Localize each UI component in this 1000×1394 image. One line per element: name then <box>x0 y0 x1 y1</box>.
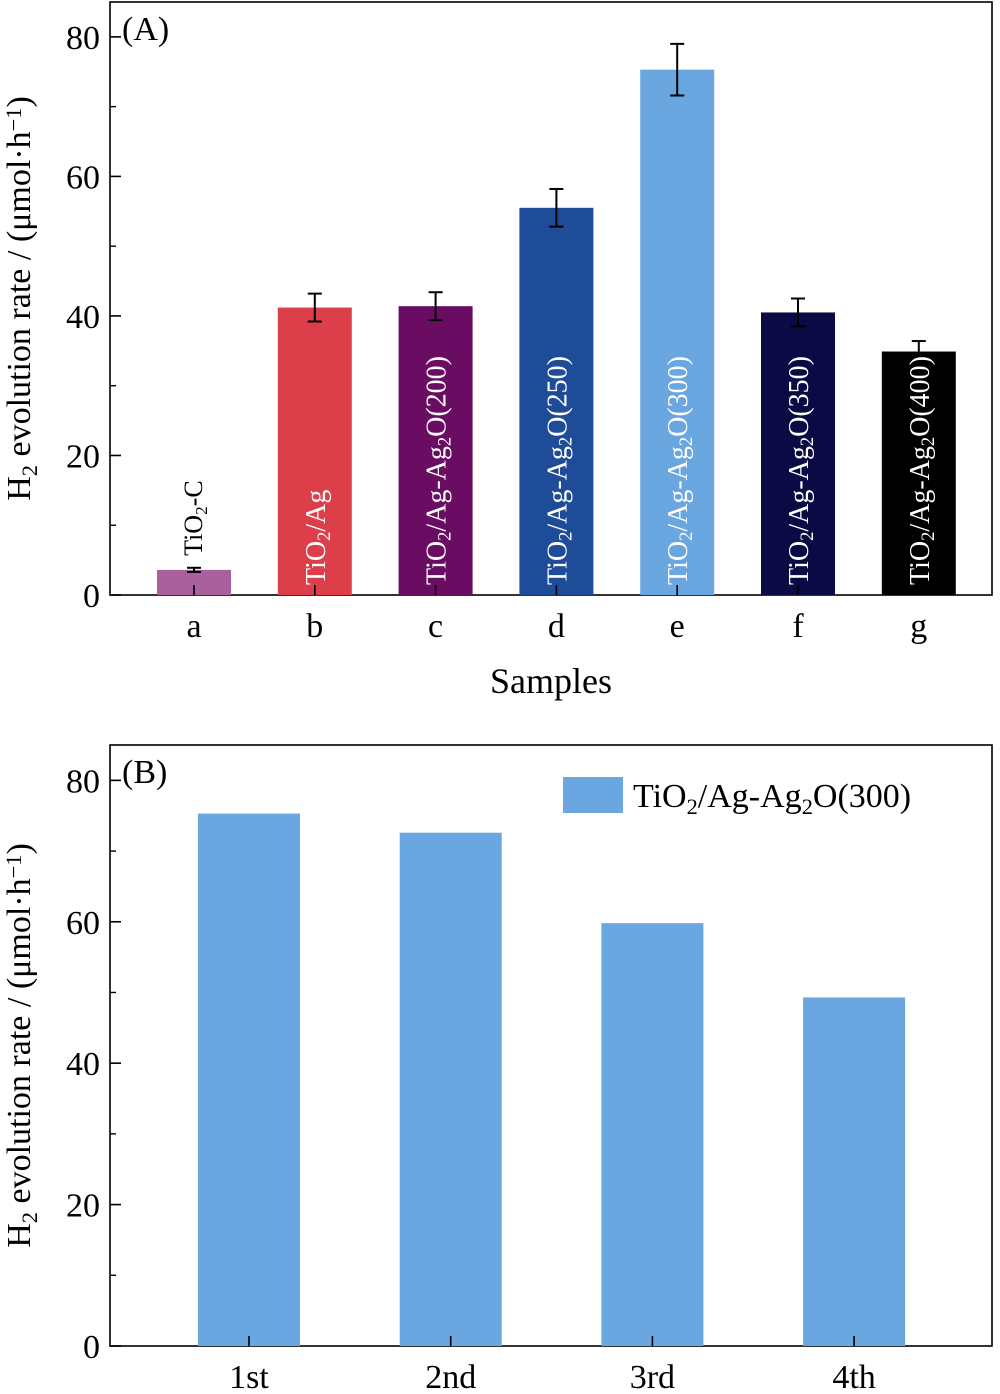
bar-f <box>761 312 835 595</box>
error-bar <box>911 340 926 363</box>
x-tick-label: a <box>186 608 201 645</box>
legend: TiO2/Ag-Ag2O(300) <box>563 777 911 819</box>
error-bar <box>791 297 805 328</box>
bar-2nd <box>399 832 502 1346</box>
bar-1st <box>198 813 300 1346</box>
bar-g <box>881 351 956 595</box>
y-tick-label: 40 <box>66 299 100 336</box>
y-tick-label: 60 <box>66 905 100 942</box>
legend-label: TiO2/Ag-Ag2O(300) <box>633 778 911 819</box>
bar-c <box>398 306 473 595</box>
error-bar <box>549 187 564 228</box>
bar-label: TiO2/Ag-Ag2O(300) <box>663 356 696 585</box>
legend-swatch <box>563 777 623 813</box>
x-tick-label: 3rd <box>630 1359 675 1394</box>
bar-label: TiO2/Ag-Ag2O(350) <box>784 356 817 585</box>
bar-label: TiO2/Ag-Ag2O(250) <box>542 356 575 585</box>
bar-e <box>640 69 715 596</box>
y-tick-label: 80 <box>66 20 100 57</box>
error-bar <box>307 292 322 323</box>
x-tick-label: 4th <box>832 1359 875 1394</box>
bar-label: TiO2/Ag-Ag2O(200) <box>422 356 455 585</box>
x-tick-label: f <box>792 608 804 645</box>
x-tick-label: c <box>428 608 443 645</box>
x-tick-label: b <box>306 608 323 645</box>
bar-b <box>277 307 352 595</box>
x-tick-label: g <box>910 608 927 645</box>
bar-3rd <box>601 923 704 1346</box>
panel-label: (B) <box>122 754 167 791</box>
panel-label: (A) <box>122 11 169 48</box>
bar-4th <box>803 997 906 1346</box>
x-tick-label: d <box>548 608 565 645</box>
y-tick-label: 20 <box>66 438 100 475</box>
y-tick-label: 40 <box>66 1046 100 1083</box>
y-tick-label: 20 <box>66 1188 100 1225</box>
bar-d <box>519 207 594 595</box>
bar-label: TiO2-C <box>179 480 211 556</box>
y-tick-label: 0 <box>83 578 100 615</box>
error-bar <box>670 42 685 97</box>
plot-frame <box>109 744 993 1347</box>
y-tick-label: 80 <box>66 763 100 800</box>
chart-panel-a: 0 20 40 60 80 H2 evolution rate / (μmol·h−1) (… <box>1 1 993 701</box>
x-tick-label: e <box>670 608 685 645</box>
x-tick-label: 1st <box>229 1359 269 1394</box>
y-tick-label: 0 <box>83 1329 100 1366</box>
chart-panel-b: 0 20 40 60 80 H2 evolution rate / (μmol·h−1) (… <box>1 744 993 1394</box>
error-bar <box>428 291 443 322</box>
x-axis-label: Samples <box>490 661 612 701</box>
bar-label: TiO2/Ag <box>301 490 334 585</box>
x-tick-label: 2nd <box>425 1359 476 1394</box>
y-axis-label: H2 evolution rate / (μmol·h−1) <box>1 96 42 501</box>
y-axis-label: H2 evolution rate / (μmol·h−1) <box>1 843 42 1248</box>
error-bar <box>187 566 201 573</box>
y-tick-label: 60 <box>66 159 100 196</box>
bar-label: TiO2/Ag-Ag2O(400) <box>905 356 938 585</box>
